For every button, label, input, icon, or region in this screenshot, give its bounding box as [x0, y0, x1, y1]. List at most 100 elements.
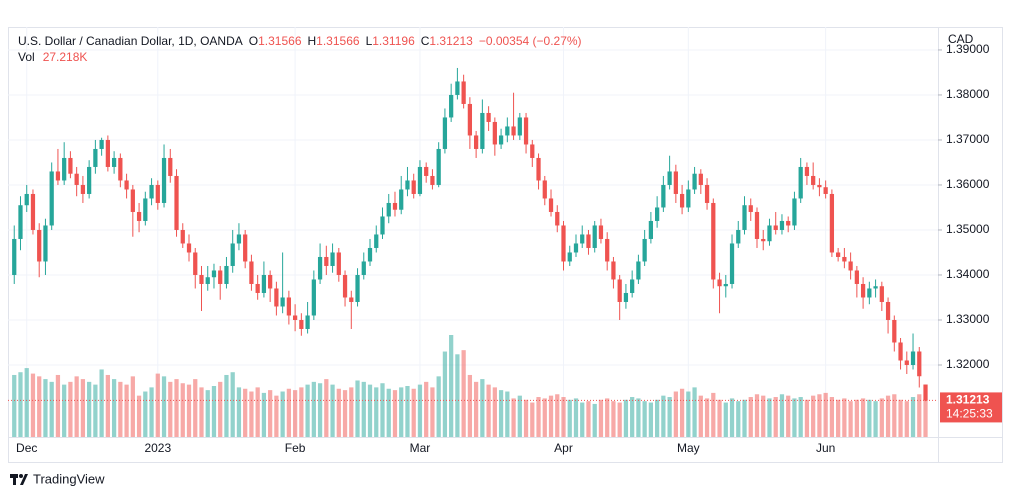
- candle-body: [848, 261, 853, 271]
- volume-bar: [461, 350, 466, 437]
- candle-body: [530, 144, 535, 158]
- volume-bar: [636, 398, 641, 437]
- candle-body: [842, 256, 847, 262]
- volume-bar: [511, 398, 516, 437]
- ohlc-value: 1.31566: [258, 34, 302, 48]
- candle-body: [43, 225, 48, 262]
- ohlc-key: C: [421, 34, 430, 48]
- volume-bar: [498, 390, 504, 437]
- volume-pane: [12, 335, 928, 437]
- candle-body: [473, 135, 479, 149]
- volume-bar: [324, 379, 329, 437]
- candle-body: [161, 157, 167, 203]
- candle-body: [124, 180, 129, 190]
- volume-bar: [199, 387, 204, 437]
- candle-body: [449, 94, 454, 118]
- volume-bar: [736, 401, 741, 437]
- volume-bar: [168, 381, 173, 437]
- candle-body: [567, 252, 572, 262]
- candle-body: [555, 211, 560, 226]
- volume-bar: [505, 391, 510, 437]
- volume-bar: [648, 402, 654, 437]
- volume-bar: [923, 399, 928, 437]
- candle-body: [224, 265, 229, 284]
- candle-body: [255, 283, 260, 293]
- volume-bar: [686, 391, 691, 437]
- x-tick-label: Apr: [554, 441, 573, 455]
- volume-bar: [111, 379, 117, 437]
- candle-body: [155, 184, 160, 203]
- volume-bar: [130, 376, 135, 437]
- ohlc-key: O: [249, 34, 258, 48]
- candle-body: [561, 225, 566, 262]
- candle-body: [486, 112, 491, 122]
- volume-bar: [292, 390, 298, 437]
- candle-body: [24, 193, 29, 206]
- volume-bar: [218, 381, 223, 437]
- candle-body: [717, 279, 722, 287]
- volume-bar: [885, 395, 891, 437]
- candle-body: [430, 175, 435, 185]
- candle-body: [704, 184, 710, 203]
- volume-bar: [230, 372, 235, 437]
- volume-bar: [910, 397, 916, 437]
- volume-bar: [630, 397, 635, 437]
- candle-body: [311, 279, 316, 316]
- candle-body: [30, 193, 36, 230]
- candle-body: [236, 234, 242, 244]
- volume-bar: [68, 381, 73, 437]
- chart-frame: [8, 27, 1003, 463]
- volume-bar: [317, 383, 323, 437]
- candle-body: [742, 205, 747, 230]
- volume-bar: [236, 387, 242, 437]
- volume-bar: [642, 401, 647, 437]
- volume-bar: [892, 394, 897, 437]
- currency: CAD: [948, 32, 974, 46]
- candle-body: [811, 175, 816, 185]
- candle-body: [598, 225, 604, 239]
- candle-body: [37, 229, 42, 262]
- candle-body: [885, 301, 891, 320]
- volume-bar: [62, 384, 67, 437]
- axes: 1.32000 1.33000 1.34000 1.35000 1.36000 1.370…: [16, 42, 1002, 455]
- x-tick-label: May: [677, 441, 700, 455]
- volume-bar: [455, 354, 460, 437]
- volume-bar: [679, 388, 685, 437]
- candle-body: [829, 193, 835, 253]
- candle-body: [380, 216, 385, 235]
- candle-body: [87, 166, 92, 194]
- candle-body: [442, 117, 448, 149]
- ohlc-value: 1.31566: [316, 34, 360, 48]
- ohlc-key: L: [366, 34, 373, 48]
- volume-bar: [798, 397, 803, 437]
- candle-body: [517, 117, 522, 136]
- volume-bar: [586, 401, 591, 437]
- y-tick-label: 1.32000: [946, 357, 990, 371]
- candle-body: [592, 225, 597, 248]
- x-tick-label: 2023: [144, 441, 171, 455]
- candle-body: [205, 277, 210, 284]
- volume-bar: [704, 398, 710, 437]
- volume-bar: [860, 398, 866, 437]
- volume-bar: [873, 401, 878, 437]
- volume-bar: [748, 397, 753, 437]
- volume-bar: [392, 390, 398, 437]
- candle-body: [12, 238, 17, 275]
- candle-body: [230, 243, 235, 266]
- candle-body: [873, 286, 878, 289]
- volume-bar: [723, 402, 728, 437]
- candle-body: [642, 238, 647, 262]
- volume-bar: [473, 381, 479, 437]
- candle-body: [623, 292, 629, 302]
- volume-bar: [30, 373, 36, 437]
- volume-bar: [592, 403, 597, 437]
- candle-body: [692, 173, 697, 190]
- last-price-box: [940, 392, 1002, 423]
- candle-body: [498, 135, 504, 145]
- volume-bar: [711, 392, 716, 437]
- ohlc-value: 1.31196: [372, 34, 415, 48]
- candle-body: [367, 247, 373, 262]
- candle-body: [786, 220, 791, 226]
- volume-bar: [249, 391, 254, 437]
